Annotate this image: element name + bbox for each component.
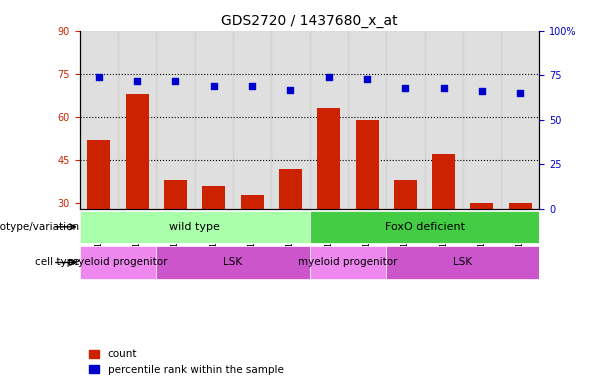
Text: myeloid progenitor: myeloid progenitor <box>298 258 398 268</box>
Bar <box>271 31 310 209</box>
Bar <box>195 31 233 209</box>
Bar <box>471 203 493 209</box>
Bar <box>348 31 386 209</box>
Bar <box>118 31 156 209</box>
Bar <box>279 169 302 209</box>
Bar <box>463 31 501 209</box>
Bar <box>356 120 379 209</box>
Text: LSK: LSK <box>453 258 473 268</box>
Text: myeloid progenitor: myeloid progenitor <box>68 258 168 268</box>
Bar <box>87 140 110 209</box>
Point <box>247 83 257 89</box>
FancyBboxPatch shape <box>80 247 156 278</box>
Point <box>209 83 219 89</box>
FancyBboxPatch shape <box>386 247 539 278</box>
Bar <box>80 31 118 209</box>
Point <box>132 78 142 84</box>
Text: genotype/variation: genotype/variation <box>0 222 80 232</box>
Bar <box>432 154 455 209</box>
Bar <box>164 180 187 209</box>
FancyBboxPatch shape <box>80 211 310 243</box>
Bar <box>394 180 417 209</box>
FancyBboxPatch shape <box>310 247 386 278</box>
Point <box>362 76 372 82</box>
Text: wild type: wild type <box>169 222 220 232</box>
Point <box>94 74 104 80</box>
Point <box>286 86 295 93</box>
Point <box>516 90 525 96</box>
Point <box>439 85 449 91</box>
Bar <box>202 186 226 209</box>
FancyBboxPatch shape <box>310 211 539 243</box>
Bar <box>501 31 539 209</box>
Bar <box>156 31 195 209</box>
Text: LSK: LSK <box>223 258 243 268</box>
Bar <box>386 31 424 209</box>
Bar <box>310 31 348 209</box>
Text: cell type: cell type <box>35 258 80 268</box>
Text: FoxO deficient: FoxO deficient <box>384 222 465 232</box>
Point <box>324 74 333 80</box>
Bar <box>509 203 531 209</box>
Point <box>477 88 487 94</box>
FancyBboxPatch shape <box>156 247 310 278</box>
Bar <box>240 195 264 209</box>
Title: GDS2720 / 1437680_x_at: GDS2720 / 1437680_x_at <box>221 14 398 28</box>
Bar <box>233 31 271 209</box>
Point <box>170 78 180 84</box>
Bar <box>318 108 340 209</box>
Bar <box>126 94 148 209</box>
Legend: count, percentile rank within the sample: count, percentile rank within the sample <box>85 345 288 379</box>
Bar <box>424 31 463 209</box>
Point <box>400 85 410 91</box>
